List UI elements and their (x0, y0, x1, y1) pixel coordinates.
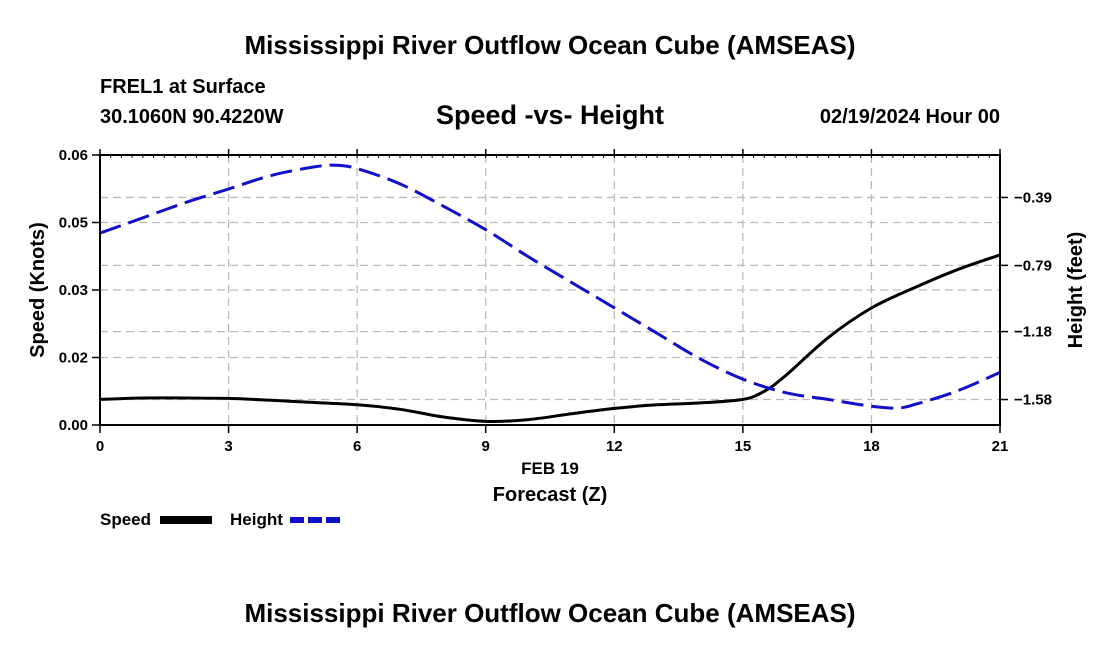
x-tick-label: 0 (96, 438, 104, 455)
y-axis-left-label: Speed (Knots) (27, 222, 49, 358)
forecast-datetime: 02/19/2024 Hour 00 (819, 106, 1000, 128)
series-layer (99, 163, 1001, 423)
y-left-tick-label: 0.02 (59, 350, 88, 367)
y-axis-right-label: Height (feet) (1065, 232, 1087, 349)
x-tick-label: 3 (224, 438, 232, 455)
chart-subtitle: Speed -vs- Height (435, 100, 665, 130)
x-tick-label: 21 (992, 438, 1009, 455)
y-right-tick-label: −1.18 (1014, 324, 1052, 341)
y-right-tick-label: −0.79 (1014, 257, 1052, 274)
x-tick-label: 12 (606, 438, 623, 455)
x-tick-label: 18 (863, 438, 880, 455)
x-tick-label: 9 (482, 438, 490, 455)
legend-height-label: Height (230, 510, 283, 529)
grid-lines (100, 155, 1000, 425)
axis-ticks: 0 3 6 9 12 15 18 21 0.00 0.02 0.03 0.05 0.06 −0.39 −0.… (59, 147, 1052, 455)
station-coordinates: 30.1060N 90.4220W (100, 106, 284, 128)
legend-speed-swatch (160, 516, 212, 524)
y-left-tick-label: 0.05 (59, 215, 88, 232)
chart-main-title: Mississippi River Outflow Ocean Cube (AM… (244, 30, 856, 60)
series-line-speed (99, 253, 1001, 423)
legend-speed-label: Speed (100, 510, 152, 529)
x-tick-label: 6 (353, 438, 361, 455)
series-line-height (99, 163, 1001, 410)
y-right-tick-label: −0.39 (1014, 189, 1052, 206)
station-label: FREL1 at Surface (100, 76, 266, 98)
x-axis-date-label: FEB 19 (521, 459, 579, 478)
x-tick-label: 15 (735, 438, 752, 455)
footer-title: Mississippi River Outflow Ocean Cube (AM… (244, 598, 856, 628)
y-left-tick-label: 0.03 (59, 282, 88, 299)
x-axis-label: Forecast (Z) (493, 484, 607, 506)
y-left-tick-label: 0.00 (59, 417, 88, 434)
legend-height-swatch (290, 517, 344, 523)
y-right-tick-label: −1.58 (1014, 392, 1052, 409)
y-left-tick-label: 0.06 (59, 147, 88, 164)
speed-height-chart: 0 3 6 9 12 15 18 21 0.00 0.02 0.03 0.05 0.06 −0.39 −0.… (27, 147, 1087, 506)
